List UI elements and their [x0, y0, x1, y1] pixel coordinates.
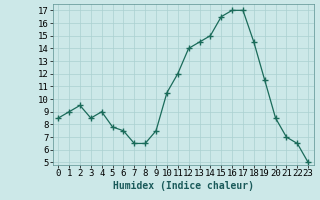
- X-axis label: Humidex (Indice chaleur): Humidex (Indice chaleur): [113, 181, 254, 191]
